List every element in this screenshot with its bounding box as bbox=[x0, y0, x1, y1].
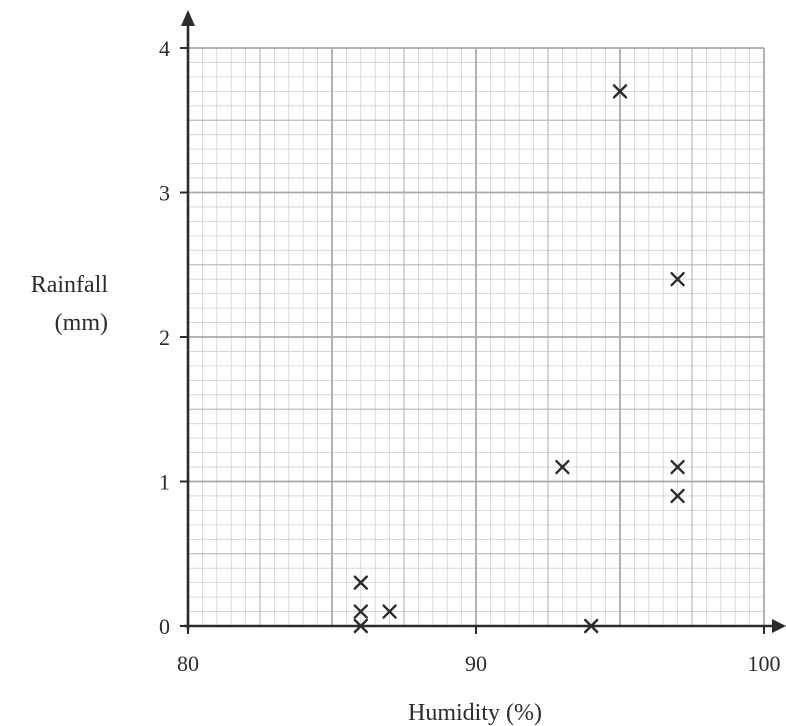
data-point-stroke bbox=[670, 272, 685, 287]
data-point-stroke bbox=[353, 618, 368, 634]
tick-labels: 80 90 100 0 1 2 3 4 bbox=[159, 36, 781, 676]
y-tick-label: 0 bbox=[159, 614, 170, 639]
data-point-stroke bbox=[584, 618, 599, 634]
data-point bbox=[670, 488, 685, 504]
data-point-stroke bbox=[555, 459, 570, 475]
tick-marks bbox=[180, 47, 765, 634]
data-point bbox=[382, 604, 397, 619]
x-tick-label: 90 bbox=[465, 651, 487, 676]
data-point-stroke bbox=[670, 488, 685, 504]
data-point-stroke bbox=[353, 604, 368, 619]
data-point-stroke bbox=[670, 459, 685, 475]
data-point-stroke bbox=[612, 84, 628, 99]
data-point bbox=[584, 618, 599, 634]
axes bbox=[181, 10, 786, 633]
data-point bbox=[612, 84, 628, 99]
data-point bbox=[353, 575, 368, 590]
data-point bbox=[353, 618, 368, 634]
data-point bbox=[555, 459, 570, 475]
data-point-stroke bbox=[382, 604, 397, 619]
y-tick-label: 2 bbox=[159, 325, 170, 350]
y-tick-label: 3 bbox=[159, 181, 170, 206]
data-point-stroke bbox=[353, 575, 368, 590]
x-tick-label: 100 bbox=[748, 651, 781, 676]
y-tick-label: 1 bbox=[159, 470, 170, 495]
data-point bbox=[670, 459, 685, 475]
y-axis-label-line-1: Rainfall bbox=[31, 272, 109, 298]
data-points bbox=[353, 84, 685, 634]
data-point bbox=[353, 604, 368, 619]
y-tick-label: 4 bbox=[159, 36, 170, 61]
x-axis-label: Humidity (%) bbox=[408, 700, 542, 726]
y-axis-arrow bbox=[181, 10, 195, 26]
x-tick-label: 80 bbox=[177, 651, 199, 676]
y-axis-label-line-2: (mm) bbox=[55, 310, 108, 336]
x-axis-arrow bbox=[772, 619, 786, 633]
data-point bbox=[670, 272, 685, 287]
